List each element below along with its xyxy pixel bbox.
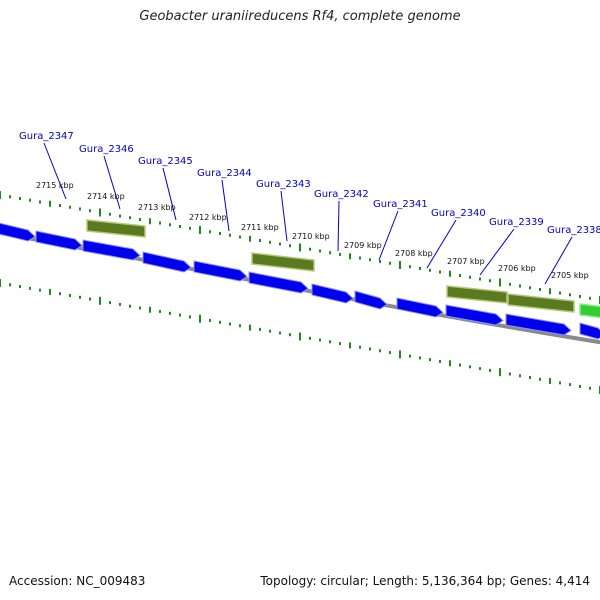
selected-gene-block[interactable] — [579, 303, 600, 319]
forward-gene-arrow[interactable] — [445, 304, 504, 326]
forward-gene-arrow[interactable] — [82, 239, 141, 261]
gene-label[interactable]: Gura_2344 — [197, 168, 252, 179]
kbp-label: 2714 kbp — [87, 192, 125, 201]
gene-leader-line — [378, 210, 399, 261]
forward-gene-arrow[interactable] — [0, 222, 36, 242]
kbp-label: 2713 kbp — [138, 203, 176, 212]
gene-leader-line — [103, 155, 121, 210]
gene-leader-line — [162, 167, 177, 221]
outer-scale-ticks — [0, 191, 600, 304]
gene-labels: Gura_2347 Gura_2346 Gura_2345 Gura_2344 Gura… — [19, 131, 600, 236]
reverse-strand-genes — [86, 219, 600, 319]
gene-label[interactable]: Gura_2340 — [431, 208, 486, 219]
gene-label[interactable]: Gura_2341 — [373, 199, 428, 210]
gene-leader-line — [426, 219, 457, 269]
forward-strand-genes — [0, 222, 600, 340]
gene-label[interactable]: Gura_2346 — [79, 144, 134, 155]
gene-leader-line — [43, 142, 67, 200]
gene-label-leaders — [43, 142, 573, 285]
kbp-label: 2710 kbp — [292, 232, 330, 241]
forward-gene-arrow[interactable] — [142, 251, 192, 273]
gene-leader-line — [337, 200, 340, 252]
kbp-label: 2711 kbp — [241, 223, 279, 232]
gene-leader-line — [479, 228, 515, 276]
gene-leader-line — [544, 236, 573, 285]
gene-label[interactable]: Gura_2347 — [19, 131, 74, 142]
kbp-label: 2709 kbp — [344, 241, 382, 250]
kbp-label: 2708 kbp — [395, 249, 433, 258]
gene-label[interactable]: Gura_2339 — [489, 217, 544, 228]
gene-label[interactable]: Gura_2342 — [314, 189, 369, 200]
gene-label[interactable]: Gura_2345 — [138, 156, 193, 167]
accession-text: Accession: NC_009483 — [9, 574, 146, 588]
forward-gene-arrow[interactable] — [396, 297, 444, 318]
forward-gene-arrow[interactable] — [193, 260, 248, 282]
gene-label[interactable]: Gura_2338 — [547, 225, 600, 236]
kbp-label: 2715 kbp — [36, 181, 74, 190]
map-title: Geobacter uraniireducens Rf4, complete g… — [139, 9, 461, 24]
gene-leader-line — [280, 190, 288, 242]
gene-label[interactable]: Gura_2343 — [256, 179, 311, 190]
kbp-label: 2707 kbp — [447, 257, 485, 266]
reverse-gene-block[interactable] — [507, 293, 575, 313]
genome-summary: Topology: circular; Length: 5,136,364 bp… — [260, 574, 590, 588]
forward-gene-arrow[interactable] — [35, 230, 83, 251]
forward-gene-arrow[interactable] — [505, 313, 572, 336]
forward-gene-arrow[interactable] — [579, 322, 600, 340]
kbp-label: 2712 kbp — [189, 213, 227, 222]
reverse-gene-block[interactable] — [251, 252, 315, 272]
kbp-label: 2705 kbp — [551, 271, 589, 280]
reverse-gene-block[interactable] — [446, 285, 508, 304]
reverse-gene-block[interactable] — [86, 219, 146, 238]
kbp-label: 2706 kbp — [498, 264, 536, 273]
forward-gene-arrow[interactable] — [311, 283, 354, 304]
gene-leader-line — [221, 179, 230, 232]
inner-scale-ticks — [0, 279, 600, 394]
forward-gene-arrow[interactable] — [354, 290, 388, 310]
forward-gene-arrow[interactable] — [248, 271, 309, 294]
kbp-scale-labels: 2715 kbp 2714 kbp 2713 kbp 2712 kbp 2711 kbp… — [36, 181, 589, 280]
